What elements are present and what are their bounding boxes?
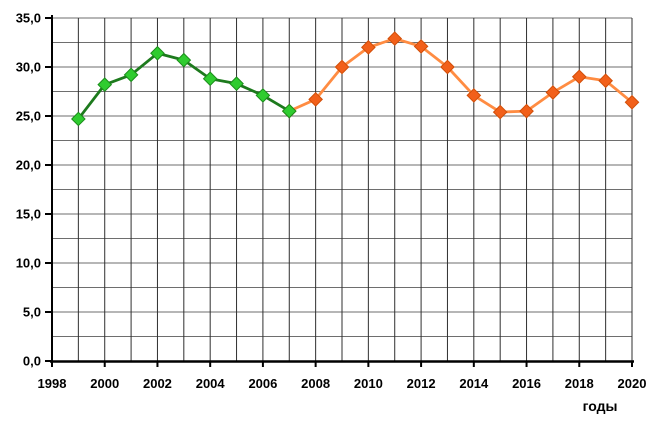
data-point-2013 (440, 59, 455, 75)
y-axis-tick-labels: 0,0 5,0 10,0 15,0 20,0 25,0 30,0 35,0 (16, 11, 41, 369)
data-point-2017 (545, 85, 561, 100)
data-point-2020 (624, 94, 640, 110)
data-point-2002 (150, 45, 165, 61)
x-tick-label: 2004 (196, 376, 226, 391)
data-point-2006 (255, 88, 271, 103)
x-tick-label: 2010 (354, 376, 383, 391)
y-tick-label: 0,0 (23, 354, 41, 369)
data-point-2007 (281, 103, 297, 119)
x-tick-label: 2006 (248, 376, 277, 391)
y-tick-label: 25,0 (16, 109, 41, 124)
axes (45, 15, 634, 367)
data-point-2014 (466, 88, 482, 103)
y-tick-label: 30,0 (16, 60, 41, 75)
data-point-2018 (571, 69, 587, 85)
data-point-2010 (361, 40, 376, 55)
data-point-2019 (598, 73, 613, 89)
y-tick-label: 15,0 (16, 207, 41, 222)
data-point-2011 (387, 31, 403, 46)
x-tick-label: 2018 (565, 376, 594, 391)
data-point-2012 (413, 39, 429, 54)
x-axis-tick-labels: 1998 2000 2002 2004 2006 2008 2010 2012 2014 2016… (38, 376, 647, 391)
data-point-2009 (334, 59, 350, 75)
x-tick-label: 2014 (459, 376, 489, 391)
series-1999-2007 (71, 45, 297, 127)
data-point-2000 (97, 77, 113, 92)
x-tick-label: 2000 (90, 376, 119, 391)
x-tick-label: 2002 (143, 376, 172, 391)
data-point-1999 (71, 111, 86, 127)
data-point-2004 (202, 71, 218, 87)
vertical-gridlines (77, 18, 633, 361)
data-series-layer (71, 31, 640, 127)
x-tick-label: 2012 (407, 376, 436, 391)
data-point-2015 (492, 104, 508, 120)
x-axis-title: годы (583, 398, 618, 414)
data-point-2008 (308, 91, 323, 107)
data-point-2005 (229, 76, 244, 92)
x-tick-label: 2016 (512, 376, 541, 391)
data-point-2003 (176, 52, 192, 68)
y-tick-label: 10,0 (16, 256, 41, 271)
series-2007-2020 (281, 31, 640, 120)
y-tick-label: 35,0 (16, 11, 41, 26)
y-tick-label: 5,0 (23, 305, 41, 320)
x-tick-label: 1998 (38, 376, 67, 391)
y-tick-label: 20,0 (16, 158, 41, 173)
data-point-2016 (519, 103, 534, 119)
x-tick-label: 2020 (618, 376, 647, 391)
data-point-2001 (123, 67, 139, 83)
x-tick-label: 2008 (301, 376, 330, 391)
